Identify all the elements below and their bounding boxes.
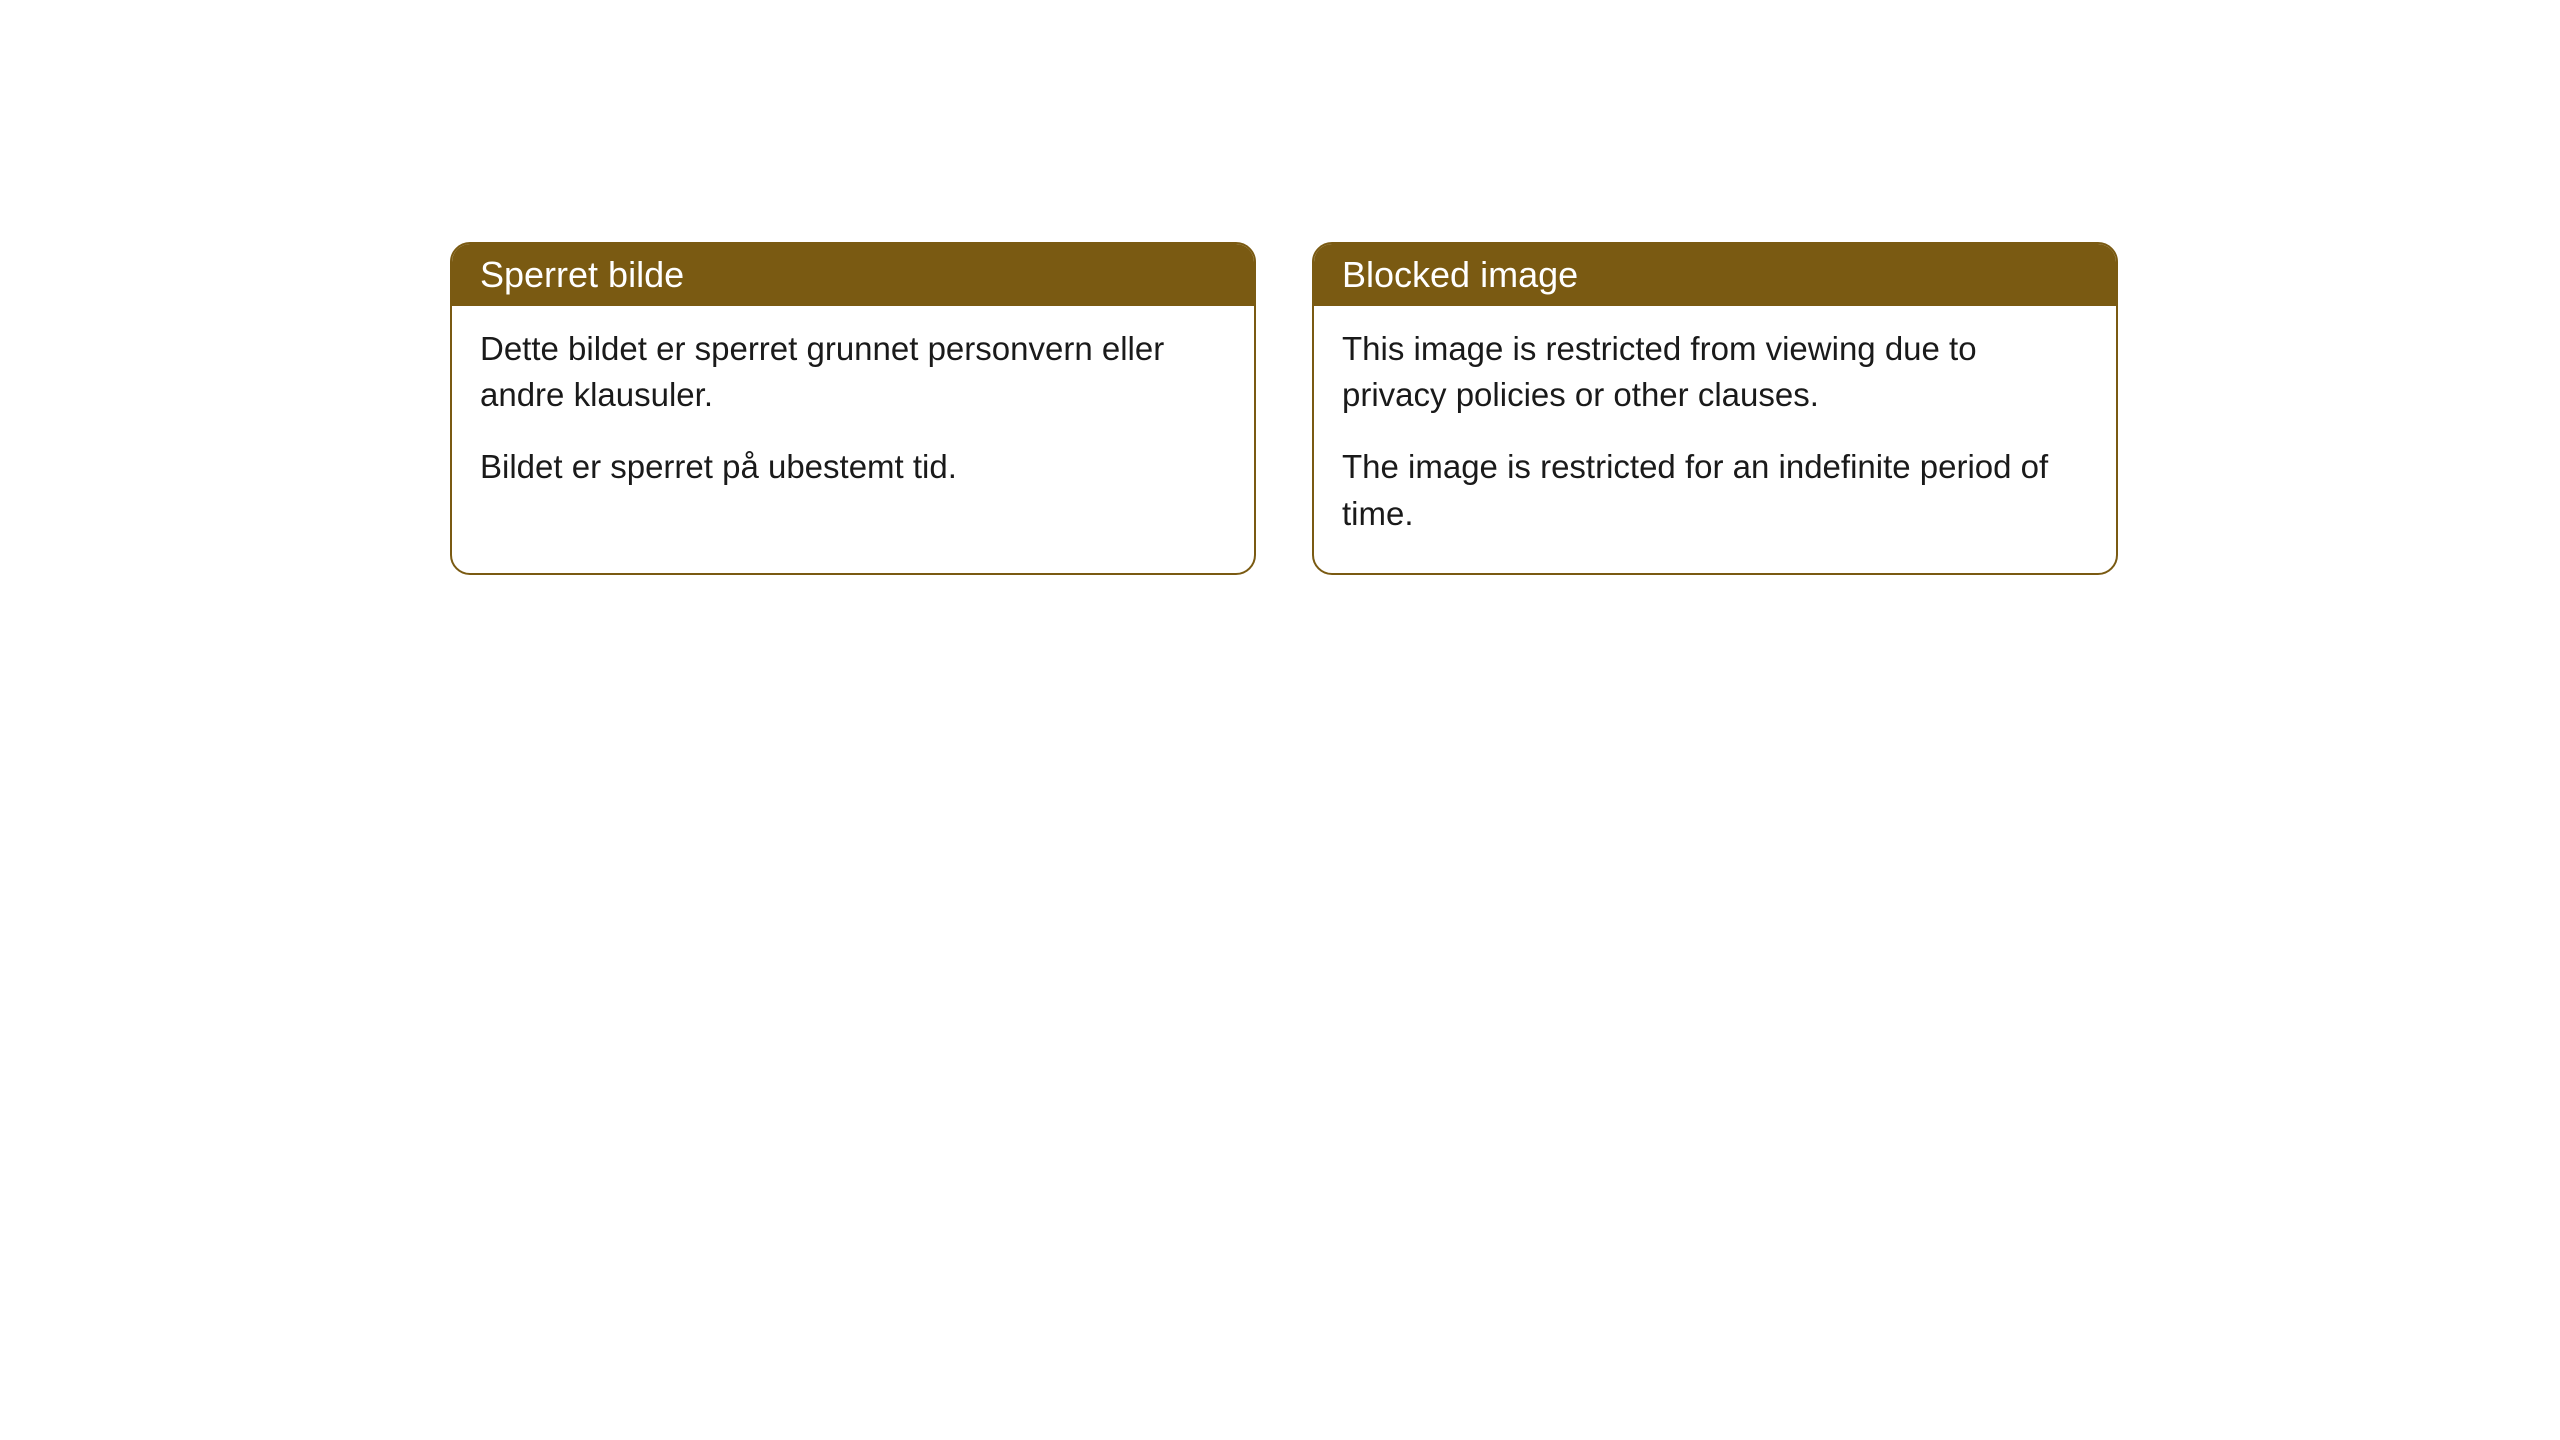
card-title: Blocked image xyxy=(1342,254,1578,295)
card-header: Blocked image xyxy=(1314,244,2116,306)
card-paragraph: Dette bildet er sperret grunnet personve… xyxy=(480,326,1226,418)
card-paragraph: Bildet er sperret på ubestemt tid. xyxy=(480,444,1226,490)
card-paragraph: The image is restricted for an indefinit… xyxy=(1342,444,2088,536)
card-header: Sperret bilde xyxy=(452,244,1254,306)
card-paragraph: This image is restricted from viewing du… xyxy=(1342,326,2088,418)
blocked-image-card-en: Blocked image This image is restricted f… xyxy=(1312,242,2118,575)
card-title: Sperret bilde xyxy=(480,254,684,295)
cards-container: Sperret bilde Dette bildet er sperret gr… xyxy=(450,242,2118,575)
card-body: Dette bildet er sperret grunnet personve… xyxy=(452,306,1254,527)
blocked-image-card-no: Sperret bilde Dette bildet er sperret gr… xyxy=(450,242,1256,575)
card-body: This image is restricted from viewing du… xyxy=(1314,306,2116,573)
